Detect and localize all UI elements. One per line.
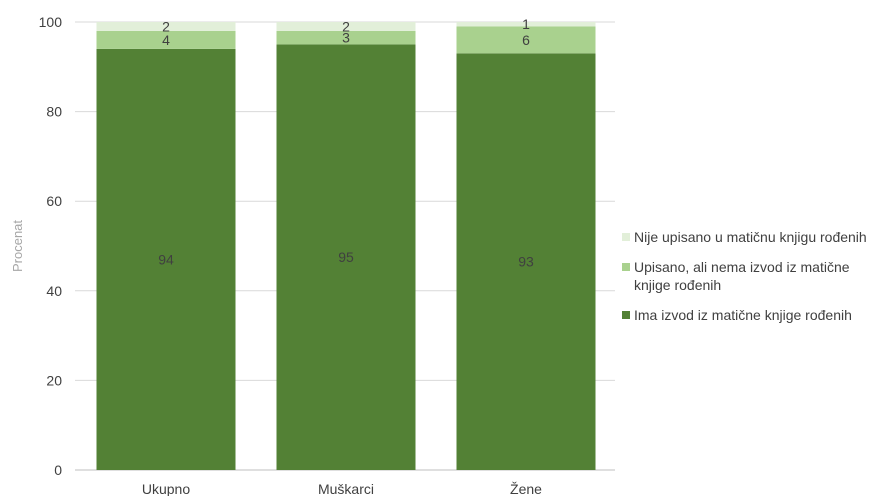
data-label: 3 [342,30,350,46]
legend: Nije upisano u matičnu knjigu rođenih Up… [622,228,872,336]
y-tick-label: 40 [46,283,62,299]
x-category-label: Muškarci [318,481,374,496]
legend-item-has-certificate: Ima izvod iz matične knjige rođenih [622,306,872,324]
y-tick-labels: 0 20 40 60 80 100 [39,14,63,478]
bar-segment [456,22,596,27]
legend-label: Nije upisano u matičnu knjigu rođenih [634,229,867,245]
data-label: 94 [158,251,174,267]
bars [96,22,596,471]
bar-segment [276,22,416,31]
legend-swatch [622,233,630,241]
legend-label: Upisano, ali nema izvod iz matične knjig… [634,259,850,293]
y-tick-label: 100 [39,14,63,30]
y-tick-label: 20 [46,372,62,388]
bar-segment [96,30,236,49]
data-label: 2 [342,18,350,34]
y-axis-label: Procenat [10,220,25,272]
legend-item-not-registered: Nije upisano u matičnu knjigu rođenih [622,228,872,246]
bar-segment [96,22,236,31]
x-category-label: Žene [510,481,542,496]
x-category-label: Ukupno [142,481,190,496]
bar-segment [96,48,236,470]
y-tick-label: 80 [46,104,62,120]
y-tick-label: 0 [54,462,62,478]
x-category-labels: Ukupno Muškarci Žene [142,481,542,496]
data-label: 4 [162,32,170,48]
bar-segment [276,44,416,471]
y-tick-label: 60 [46,193,62,209]
legend-swatch [622,263,630,271]
data-label: 1 [522,16,530,32]
bar-segment [456,53,596,471]
bar-segment [276,30,416,45]
data-label: 2 [162,18,170,34]
bar-segment [456,26,596,54]
data-label: 93 [518,254,534,270]
data-label: 95 [338,249,354,265]
legend-label: Ima izvod iz matične knjige rođenih [634,307,852,323]
data-label: 6 [522,32,530,48]
legend-item-registered-no-certificate: Upisano, ali nema izvod iz matične knjig… [622,258,872,294]
legend-swatch [622,311,630,319]
